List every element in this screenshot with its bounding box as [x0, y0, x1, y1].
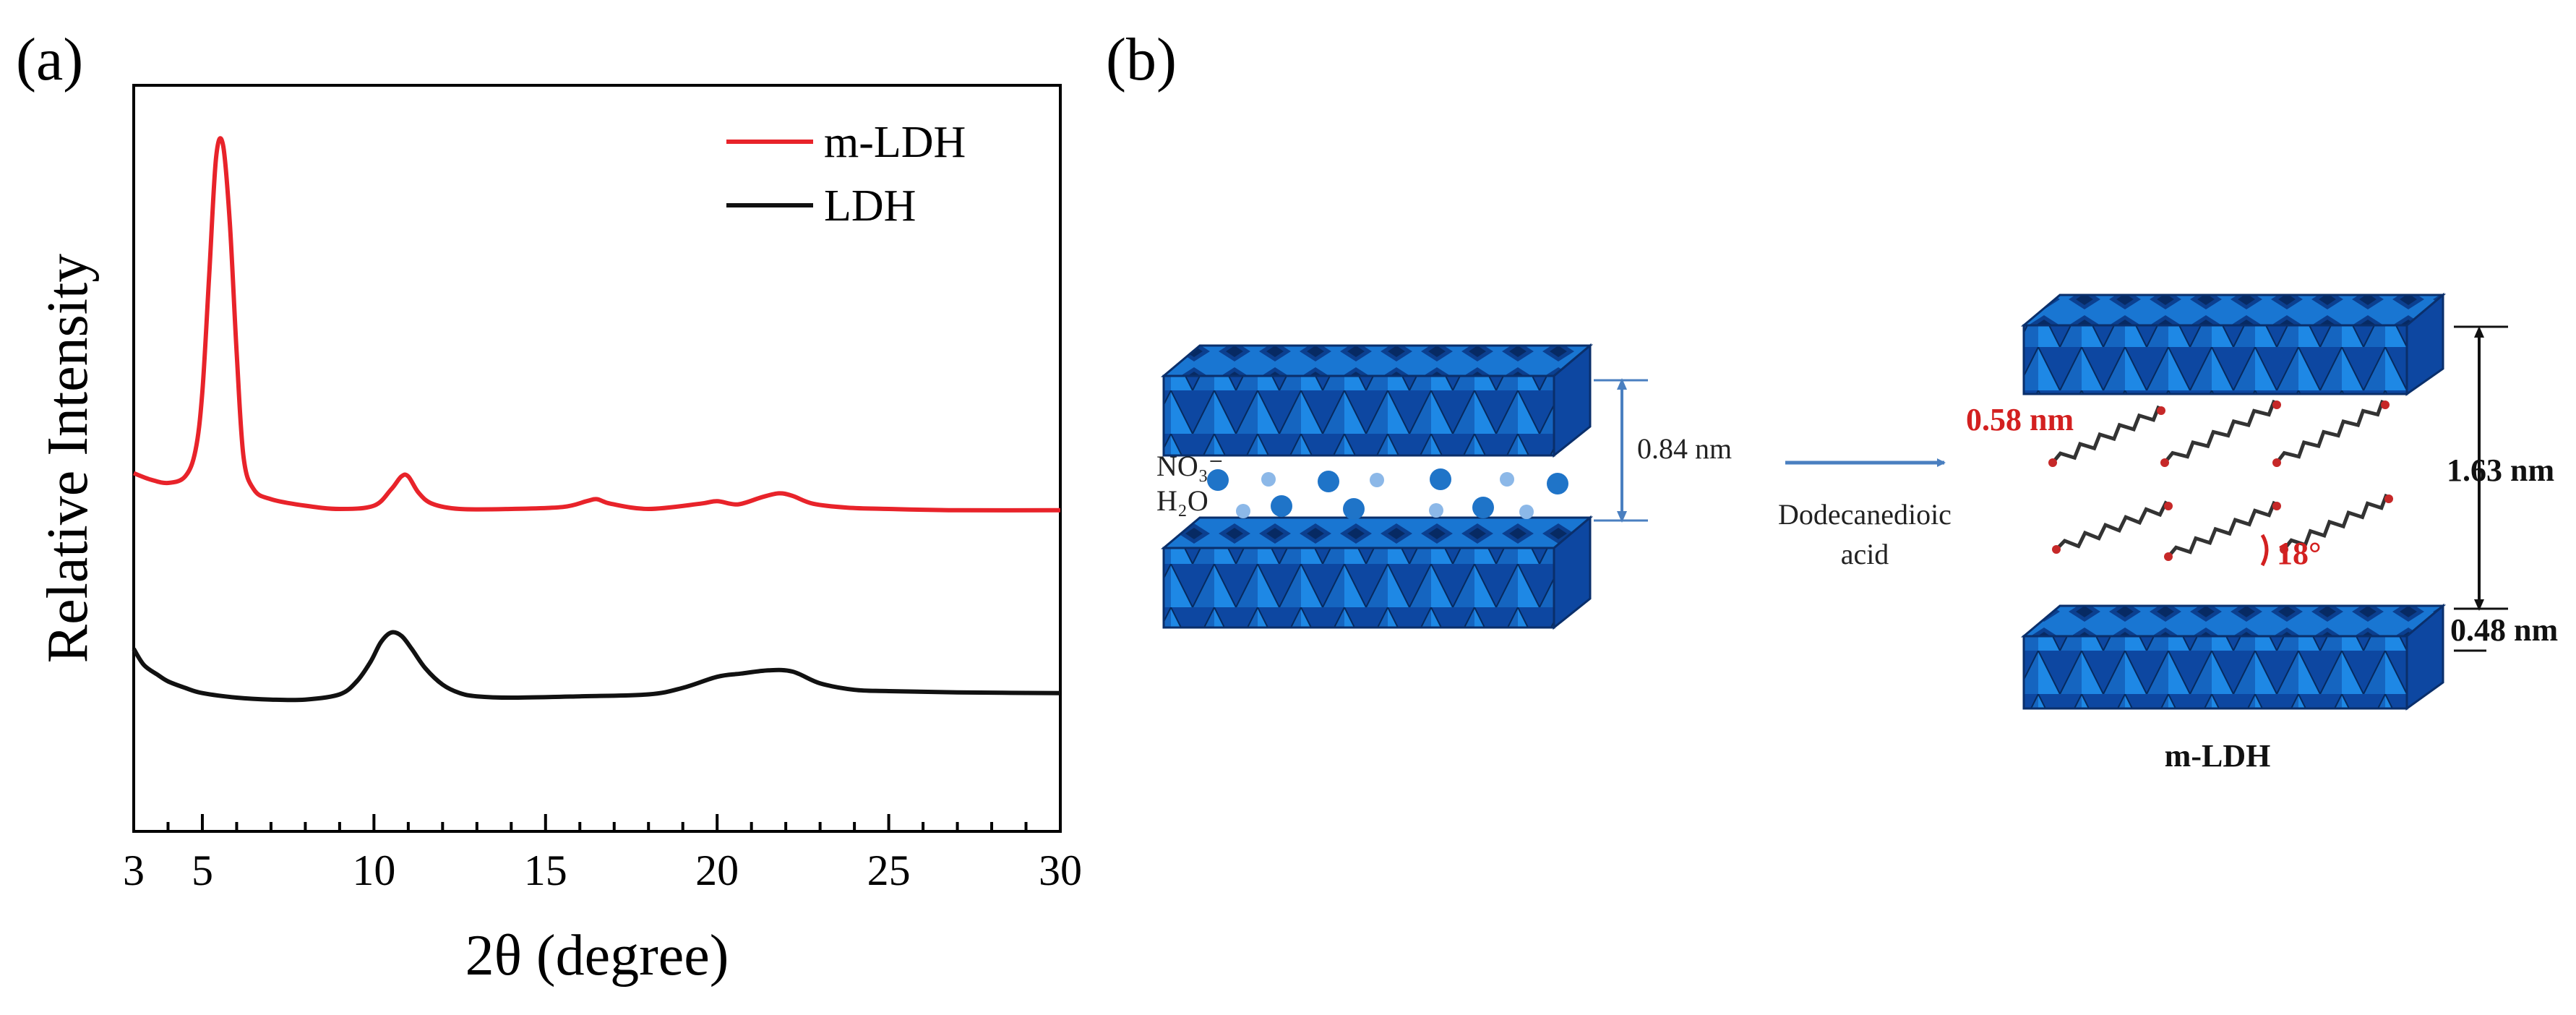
alkyl-chain-2	[2275, 399, 2385, 464]
interlayer-ions	[1207, 468, 1568, 520]
carboxyl-group-1-1	[2272, 401, 2281, 409]
legend: m-LDH LDH	[726, 118, 966, 231]
left-spacing-label: 0.84 nm	[1637, 432, 1732, 465]
carboxyl-group-5-0	[2280, 545, 2288, 554]
x-tick-label-20: 20	[695, 847, 739, 894]
xrd-chart: 3 5 10 15 20 25 30 m-LDH LDH 2θ (degree) Relat…	[36, 84, 1082, 988]
x-ticks	[132, 814, 1062, 831]
plot-frame	[132, 84, 1062, 833]
water-label: H₂O	[1156, 484, 1208, 517]
x-axis-title: 2θ (degree)	[465, 924, 729, 988]
m-ldh-structure: 0.58 nm 18° 1.63 nm 0.48 nm m-LDH	[1966, 292, 2558, 774]
m-ldh-bottom-layer	[2020, 603, 2447, 711]
anion-label: NO₃⁻	[1156, 450, 1224, 482]
legend-label-ldh: LDH	[824, 181, 916, 231]
alkyl-chain-1	[2163, 399, 2277, 464]
product-label: m-LDH	[2165, 738, 2271, 774]
intercalated-chains	[2048, 399, 2393, 561]
tilt-angle-label: 18°	[2277, 536, 2322, 571]
y-axis-title: Relative Intensity	[36, 254, 100, 664]
carboxyl-group-0-1	[2157, 406, 2165, 415]
series-line-m-ldh	[132, 136, 1061, 513]
alkyl-chain-0	[2051, 405, 2161, 464]
carboxyl-group-3-1	[2164, 502, 2173, 510]
panel-a-label: (a)	[16, 26, 83, 93]
m-ldh-top-layer	[2020, 292, 2447, 396]
carboxyl-group-4-1	[2272, 502, 2281, 510]
legend-label-m-ldh: m-LDH	[824, 118, 966, 167]
alkyl-chain-4	[2167, 500, 2277, 558]
x-tick-labels: 3 5 10 15 20 25 30	[123, 847, 1082, 894]
series-group	[132, 136, 1061, 703]
series-line-ldh	[132, 630, 1061, 703]
x-tick-label-15: 15	[524, 847, 567, 894]
x-tick-label-3: 3	[123, 847, 145, 894]
carboxyl-group-0-0	[2048, 458, 2057, 467]
reagent-label-line1: Dodecanedioic	[1778, 498, 1952, 531]
alkyl-chain-3	[2055, 500, 2168, 551]
tilt-angle-arc	[2260, 534, 2269, 567]
chain-length-label: 0.58 nm	[1966, 402, 2074, 437]
x-tick-label-25: 25	[867, 847, 911, 894]
panel-b-label: (b)	[1106, 26, 1177, 93]
carboxyl-group-2-0	[2272, 458, 2281, 467]
reaction-arrow: Dodecanedioic acid	[1778, 458, 1952, 570]
carboxyl-group-1-0	[2160, 458, 2169, 467]
x-tick-label-30: 30	[1039, 847, 1082, 894]
carboxyl-group-2-1	[2381, 401, 2390, 409]
gallery-height-label: 1.63 nm	[2447, 453, 2554, 488]
carboxyl-group-5-1	[2384, 494, 2393, 503]
x-tick-label-10: 10	[352, 847, 395, 894]
layer-thickness-label: 0.48 nm	[2450, 612, 2558, 648]
ldh-bottom-layer	[1160, 515, 1594, 630]
x-tick-label-5: 5	[192, 847, 213, 894]
ldh-structure: NO₃⁻ H₂O 0.84 nm	[1156, 343, 1732, 630]
reagent-label-line2: acid	[1841, 538, 1889, 570]
ldh-top-layer	[1160, 343, 1594, 458]
carboxyl-group-3-0	[2052, 545, 2061, 554]
alkyl-chain-5	[2283, 493, 2389, 551]
carboxyl-group-4-0	[2164, 552, 2173, 561]
